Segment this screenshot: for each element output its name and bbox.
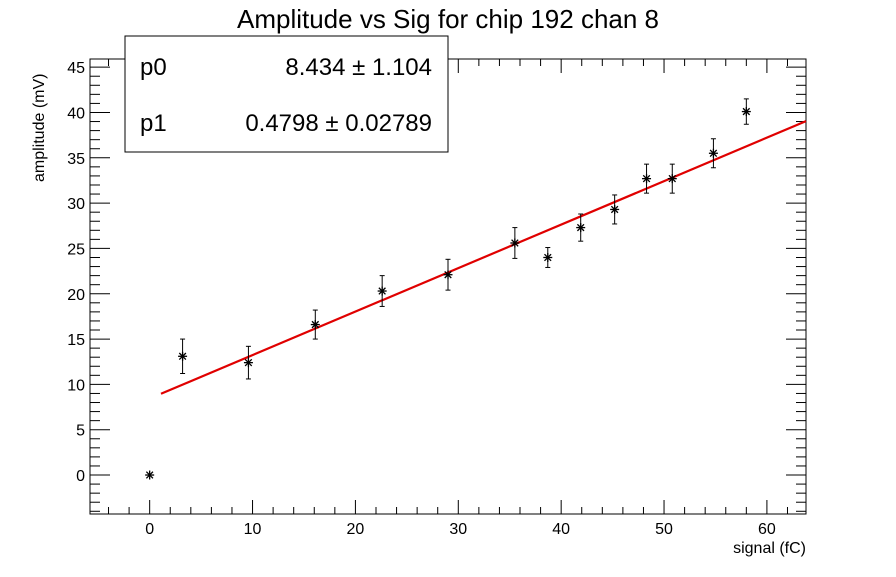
x-tick-label: 40 <box>552 521 570 538</box>
stats-p1-value: 0.4798 ± 0.02789 <box>245 110 432 137</box>
marker-stroke <box>742 107 751 116</box>
y-tick-label: 5 <box>76 423 85 440</box>
data-points-layer <box>145 98 751 480</box>
y-tick-label: 0 <box>76 468 85 485</box>
x-tick-label: 50 <box>655 521 673 538</box>
marker-stroke <box>511 239 519 247</box>
stats-p0-value: 8.434 ± 1.104 <box>285 54 432 81</box>
marker-stroke <box>642 174 651 183</box>
x-axis-ticks: 0 10 20 30 40 50 60 <box>108 59 788 538</box>
y-tick-label: 15 <box>67 332 85 349</box>
marker-stroke <box>311 320 320 329</box>
x-tick-label: 0 <box>145 521 154 538</box>
data-point <box>243 345 253 380</box>
fit-line <box>160 120 807 395</box>
data-point <box>576 213 586 242</box>
y-tick-label: 45 <box>67 60 85 77</box>
y-tick-label: 20 <box>67 287 85 304</box>
marker-stroke <box>709 149 718 158</box>
stats-p0-name: p0 <box>140 54 167 81</box>
data-point <box>667 163 677 194</box>
x-axis-label: signal (fC) <box>733 540 806 557</box>
stats-p0-err: 1.104 <box>372 54 432 81</box>
stats-p0-pm: ± <box>345 54 372 81</box>
marker-stroke <box>178 352 187 361</box>
data-point <box>708 138 718 169</box>
x-tick-label: 20 <box>347 521 365 538</box>
chart-title: Amplitude vs Sig for chip 192 chan 8 <box>237 4 659 34</box>
stats-p1-val: 0.4798 <box>245 110 318 137</box>
y-tick-label: 35 <box>67 151 85 168</box>
fit-line-layer <box>160 120 807 395</box>
data-point <box>145 470 155 480</box>
data-point <box>443 258 453 291</box>
x-tick-label: 30 <box>449 521 467 538</box>
data-point <box>310 309 320 340</box>
marker-stroke <box>444 270 452 279</box>
stats-p0-val: 8.434 <box>285 54 345 81</box>
marker-stroke <box>668 174 677 183</box>
stats-box-frame <box>124 35 449 153</box>
marker-stroke <box>378 287 386 295</box>
y-axis-ticks: 0 5 10 15 20 25 30 35 40 45 <box>67 60 806 512</box>
y-tick-label: 40 <box>67 105 85 122</box>
data-point <box>510 227 520 259</box>
marker-stroke <box>544 253 552 262</box>
marker-stroke <box>576 223 585 232</box>
data-point <box>543 247 553 268</box>
marker-stroke <box>610 205 619 214</box>
y-tick-label: 25 <box>67 241 85 258</box>
data-point <box>610 194 620 225</box>
y-axis-label: amplitude (mV) <box>31 74 48 182</box>
y-tick-label: 10 <box>67 377 85 394</box>
data-point <box>178 338 188 375</box>
stats-box: p0 8.434 ± 1.104 p1 0.4798 ± 0.02789 <box>124 35 449 153</box>
marker-stroke <box>145 471 154 479</box>
data-point <box>642 163 652 194</box>
data-point <box>741 98 751 125</box>
stats-p1-err: 0.02789 <box>345 110 432 137</box>
x-tick-label: 60 <box>758 521 776 538</box>
stats-p1-pm: ± <box>319 110 346 137</box>
y-tick-label: 30 <box>67 196 85 213</box>
x-tick-label: 10 <box>244 521 262 538</box>
stats-p1-name: p1 <box>140 110 167 137</box>
data-point <box>377 275 387 307</box>
marker-stroke <box>244 358 253 367</box>
